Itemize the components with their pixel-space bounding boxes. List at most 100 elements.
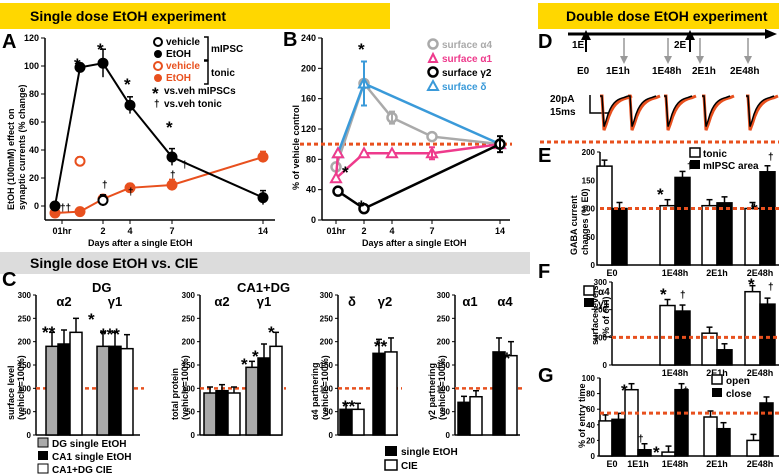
panel-g-ytick-label: 60: [586, 405, 595, 414]
panel-c4-ytick-label: 0: [446, 431, 451, 440]
bar: [716, 349, 733, 366]
trace-etoh: [600, 94, 633, 131]
legend-c-dg: DG single EtOH: [52, 439, 126, 450]
bar: [759, 303, 776, 366]
panel-f-legend: α4 γ1: [583, 285, 610, 310]
panel-g-chart: 0 20 40 60 80 100 E0 1E1h 1E48h 2E1h 2E48h * * † † †: [582, 374, 779, 469]
panel-f-xtick-label: 2E48h: [747, 368, 774, 378]
bar: [457, 401, 471, 436]
legend-bracket-1: [204, 36, 209, 61]
bar: [108, 345, 122, 436]
panel-e-ytick-label: 150: [582, 176, 596, 185]
panel-g-legend: open close: [711, 374, 752, 400]
legend-c-cie2: CIE: [401, 461, 418, 472]
panel-a-ytick-label: 20: [29, 173, 39, 183]
panel-g-xtick-label: 2E48h: [747, 459, 774, 469]
sig-star: **: [374, 337, 388, 356]
panel-a-ytick-label: 120: [24, 33, 39, 43]
trace-control: [600, 95, 629, 127]
bar: [716, 202, 733, 266]
panel-f-chart: 0 100 200 300 1E48h 2E1h 2E48h * * † †: [594, 275, 779, 378]
legend-open-swatch: [711, 374, 723, 385]
tp-2e48h: 2E48h: [730, 66, 759, 77]
panel-c2-ytick-label: 250: [182, 314, 196, 323]
panel-a-ytick-label: 40: [29, 145, 39, 155]
panel-c1-ytick-label: 50: [22, 408, 31, 417]
ipsc-traces: [600, 94, 779, 131]
scale-ms: 15ms: [550, 107, 576, 118]
trace-control: [702, 95, 731, 127]
scale-pa: 20pA: [550, 94, 574, 105]
bar: [701, 204, 718, 266]
panel-b-chart: 0 40 80 120 160 200 240 01hr 2 4 7 14 * * *: [300, 33, 512, 236]
panel-b-ytick-label: 160: [301, 94, 316, 104]
sig-star: *: [124, 75, 131, 94]
sig-dagger: †: [638, 434, 644, 445]
panel-e-xtick-label: 2E1h: [706, 268, 728, 278]
bar: [215, 389, 229, 436]
sig-star: *: [88, 310, 95, 329]
legend-dagger-symbol: †: [154, 99, 160, 110]
panel-c4-ytick-label: 200: [437, 338, 451, 347]
panel-label-b: B: [283, 29, 297, 51]
panel-label-a: A: [2, 31, 16, 53]
panel-g-xtick-label: 1E48h: [662, 459, 689, 469]
panel-a-xtick-label: 01hr: [52, 226, 72, 236]
sig-star: *: [74, 55, 81, 74]
legend-a4f-swatch: [583, 285, 595, 296]
legend-vehicle-mipsc-marker: [153, 37, 163, 47]
legend-g-close: close: [726, 389, 752, 400]
banner-double: [538, 3, 779, 29]
bar: [120, 347, 134, 436]
panel-e-ytick-label: 200: [582, 148, 596, 157]
time-arrowhead-4: [744, 56, 752, 64]
panel-d-protocol: 1E 2E E0 1E1h 1E48h 2E1h 2E48h 20pA 15ms: [540, 29, 779, 144]
panel-f-xtick-label: 2E1h: [706, 368, 728, 378]
series-line-b: [334, 142, 501, 182]
trace-etoh: [702, 94, 735, 131]
panel-e-legend: tonic mIPSC area: [689, 147, 759, 172]
panel-c3-ytick-label: 150: [320, 361, 334, 370]
bar: [661, 451, 676, 457]
bar: [227, 392, 241, 436]
panel-label-g: G: [538, 365, 554, 387]
bar: [674, 388, 689, 457]
group-label: α2: [214, 294, 229, 309]
bar: [45, 345, 59, 436]
panel-a-ylabel-2: synaptic currents (% change): [17, 84, 27, 210]
panel-label-e: E: [538, 145, 551, 167]
legend-a4-marker: [427, 38, 439, 50]
panel-c2-ytick-label: 300: [182, 291, 196, 300]
data-point: [257, 151, 269, 163]
scale-bar: [589, 95, 610, 114]
data-point: [97, 194, 109, 206]
data-point: [357, 146, 371, 159]
timeline-arrowhead: [765, 29, 777, 39]
panel-c3-ylabel-1: α4 partnering: [310, 362, 320, 420]
panel-f-ytick-label: 0: [603, 361, 608, 370]
panel-c3-ytick-label: 0: [329, 431, 334, 440]
sig-dagger: †: [182, 160, 188, 171]
bar: [203, 392, 217, 436]
bar: [759, 171, 776, 266]
legend-etoh-tonic-marker: [154, 74, 162, 82]
legend-f-g1: γ1: [598, 299, 610, 310]
tp-e0: E0: [577, 66, 590, 77]
legend-bracket-2: [204, 60, 209, 85]
sig-star: **: [342, 397, 356, 416]
bar: [469, 395, 483, 436]
panel-c4-ytick-label: 50: [441, 408, 450, 417]
legend-c-cie: CA1+DG CIE: [52, 465, 113, 476]
panel-label-d: D: [538, 31, 552, 53]
sig-dagger: †: [170, 170, 176, 181]
legend-tonic: tonic: [211, 68, 235, 79]
panel-c1-ylabel-2: (vehicle=100%): [16, 355, 26, 420]
data-point: [385, 146, 399, 159]
label-2e: 2E: [674, 40, 687, 51]
data-point: [124, 99, 136, 111]
panel-b-ytick-label: 40: [306, 185, 316, 195]
panel-c4-ytick-label: 150: [437, 361, 451, 370]
panel-label-f: F: [538, 261, 550, 283]
